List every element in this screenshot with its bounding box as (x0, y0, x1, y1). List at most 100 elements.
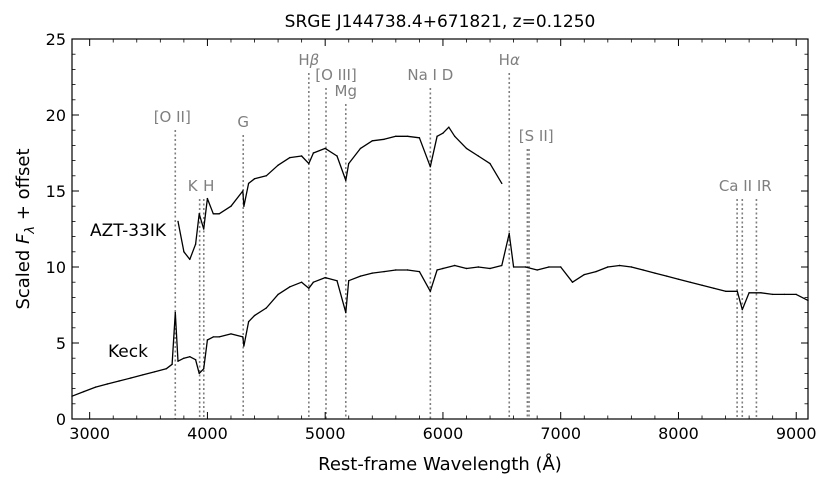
data-point (177, 220, 179, 223)
data-point (489, 162, 491, 165)
data-point (436, 135, 438, 137)
data-point (230, 205, 232, 207)
data-point (583, 273, 585, 276)
y-axis-label: Scaled Fλ + offset (13, 148, 38, 309)
data-point (183, 357, 185, 359)
data-point (395, 135, 397, 137)
data-point (83, 390, 85, 393)
x-tick-label: 6000 (423, 424, 464, 443)
data-point (429, 166, 431, 168)
data-point (142, 374, 144, 376)
y-tick-label: 0 (56, 410, 66, 429)
data-point (701, 284, 703, 286)
data-point (689, 281, 691, 283)
data-point (772, 293, 774, 296)
y-ticks: 0 5 10 15 20 25 (46, 30, 808, 429)
data-point (477, 266, 479, 268)
data-point (206, 197, 209, 200)
line-label-greek: α (510, 51, 520, 69)
data-point (247, 182, 250, 185)
data-point (203, 228, 205, 230)
data-point (536, 269, 538, 271)
x-axis-label: Rest-frame Wavelength (Å) (318, 453, 562, 475)
emission-line-label: [S II] (519, 127, 554, 145)
data-point (189, 258, 191, 261)
data-point (247, 321, 250, 323)
data-point (345, 311, 347, 314)
emission-line-label: G (237, 113, 249, 131)
data-point (106, 383, 109, 385)
data-point (713, 287, 715, 289)
data-point (512, 266, 515, 268)
data-point (654, 272, 656, 274)
x-ticks: 3000 4000 5000 6000 7000 8000 9000 (69, 39, 817, 443)
data-point (795, 293, 797, 296)
emission-line-label: Hα (499, 51, 520, 69)
data-point (253, 178, 256, 180)
data-point (312, 281, 315, 283)
emission-line-label: [O III] (315, 66, 357, 84)
data-series (71, 126, 809, 397)
data-point (666, 275, 668, 277)
emission-line-label: [O II] (154, 108, 191, 126)
y-tick-label: 5 (56, 334, 66, 353)
data-point (198, 372, 200, 375)
y-tick-label: 15 (46, 182, 66, 201)
data-point (348, 280, 350, 282)
data-point (748, 292, 750, 294)
data-point (189, 356, 191, 358)
data-point (406, 135, 409, 137)
data-point (177, 360, 179, 362)
data-point (760, 292, 762, 294)
data-point (218, 336, 220, 338)
data-point (359, 275, 362, 277)
data-point (324, 276, 326, 279)
series-line-azt (177, 126, 503, 261)
data-point (442, 267, 444, 270)
data-point (183, 251, 185, 253)
data-point (454, 264, 456, 267)
data-point (736, 290, 738, 292)
line-label-part: H (298, 51, 309, 69)
y-label-flux: F (13, 233, 34, 244)
data-point (560, 266, 562, 268)
x-tick-label: 3000 (69, 424, 110, 443)
data-point (194, 243, 197, 245)
data-point (242, 336, 244, 338)
data-point (501, 182, 503, 185)
data-point (312, 152, 315, 154)
data-point (300, 281, 303, 283)
chart-title: SRGE J144738.4+671821, z=0.1250 (285, 12, 596, 32)
data-point (277, 164, 279, 166)
x-tick-label: 8000 (658, 424, 699, 443)
data-point (253, 314, 256, 317)
data-point (198, 213, 200, 215)
data-point (206, 339, 209, 341)
x-tick-label: 4000 (187, 424, 228, 443)
line-label-greek: β (309, 51, 320, 69)
y-tick-label: 10 (46, 258, 66, 277)
data-point (630, 266, 633, 268)
data-point (383, 270, 385, 273)
data-point (607, 266, 609, 268)
data-point (371, 272, 373, 274)
data-point (308, 162, 310, 165)
data-point (94, 386, 97, 388)
data-point (336, 280, 338, 282)
data-point (289, 286, 291, 288)
data-point (571, 281, 574, 283)
data-point (548, 266, 550, 268)
data-point (642, 269, 644, 271)
data-point (153, 371, 156, 373)
data-point (300, 155, 303, 157)
series-label-keck: Keck (108, 342, 148, 362)
data-point (618, 264, 621, 267)
data-point (212, 336, 214, 338)
x-tick-label: 7000 (540, 424, 581, 443)
data-point (243, 205, 245, 207)
data-point (418, 270, 421, 273)
data-point (165, 368, 167, 370)
data-point (477, 155, 479, 157)
